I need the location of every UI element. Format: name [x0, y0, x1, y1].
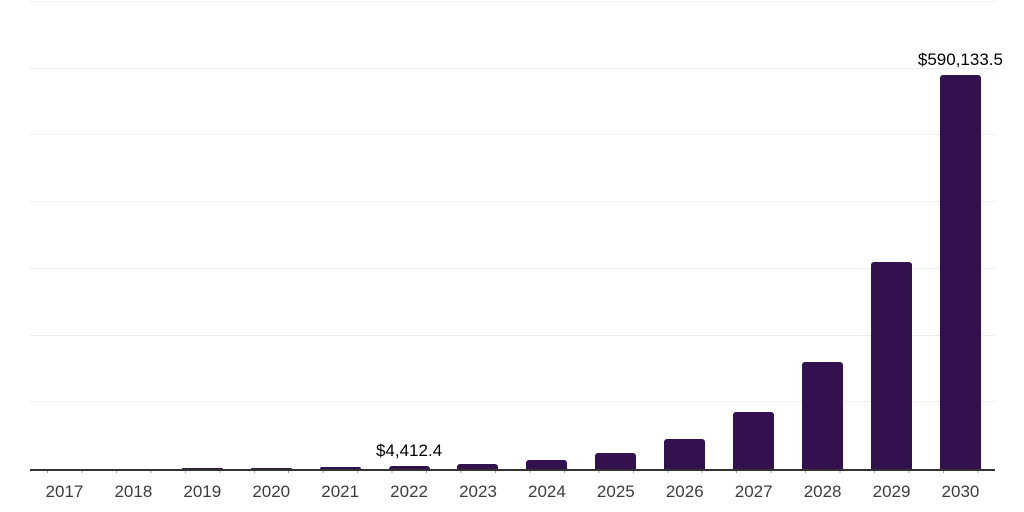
bar-cell-2023 — [444, 2, 513, 469]
bar-2022[interactable] — [388, 466, 430, 469]
x-tick-label-2029: 2029 — [872, 482, 911, 501]
x-tick-label-2021: 2021 — [321, 482, 360, 501]
x-tick-label-2019: 2019 — [183, 482, 222, 501]
bar-2020[interactable] — [250, 468, 292, 469]
x-tick-label-2030: 2030 — [941, 482, 980, 501]
bar-2028[interactable] — [802, 362, 844, 469]
x-axis-line — [30, 469, 995, 473]
bar-2023[interactable] — [457, 463, 499, 469]
bar-2026[interactable] — [664, 438, 706, 469]
data-label-2022: $4,412.4 — [375, 441, 443, 461]
x-tick-label-2022: 2022 — [390, 482, 428, 501]
bar-cell-2020 — [237, 2, 306, 469]
bar-2029[interactable] — [871, 262, 913, 469]
bar-2019[interactable] — [181, 468, 223, 469]
plot-area: $4,412.4 $590,133.5 — [30, 1, 1003, 473]
data-label-2030: $590,133.5 — [917, 50, 1003, 70]
x-tick-label-2023: 2023 — [459, 482, 497, 501]
x-tick-label-2025: 2025 — [596, 482, 635, 501]
x-tick-label-2027: 2027 — [734, 482, 773, 501]
x-tick-label-2017: 2017 — [45, 482, 84, 501]
bar-cell-2028 — [788, 2, 857, 469]
bar-cell-2027 — [719, 2, 788, 469]
x-tick-label-2028: 2028 — [803, 482, 842, 501]
x-tick-label-2026: 2026 — [665, 482, 704, 501]
bar-2027[interactable] — [733, 412, 775, 469]
bar-cell-2025 — [581, 2, 650, 469]
bars-layer: $4,412.4 $590,133.5 — [30, 2, 1003, 469]
bar-2025[interactable] — [595, 453, 637, 469]
bar-cell-2026 — [650, 2, 719, 469]
bar-cell-2022: $4,412.4 — [375, 2, 444, 469]
bar-2030[interactable] — [939, 75, 981, 469]
bar-2021[interactable] — [319, 467, 361, 469]
x-tick-label-2020: 2020 — [252, 482, 291, 501]
bar-cell-2017 — [30, 2, 99, 469]
bar-2024[interactable] — [526, 460, 568, 469]
bar-cell-2018 — [99, 2, 168, 469]
bar-cell-2029 — [857, 2, 926, 469]
x-axis-labels: 2017 2018 2019 2020 2021 2022 2023 2024 2025 2026… — [30, 482, 995, 502]
bar-cell-2019 — [168, 2, 237, 469]
x-tick-label-2024: 2024 — [528, 482, 566, 501]
bar-cell-2021 — [306, 2, 375, 469]
x-tick-label-2018: 2018 — [114, 482, 153, 501]
bar-cell-2024 — [512, 2, 581, 469]
bar-cell-2030: $590,133.5 — [918, 2, 1003, 469]
